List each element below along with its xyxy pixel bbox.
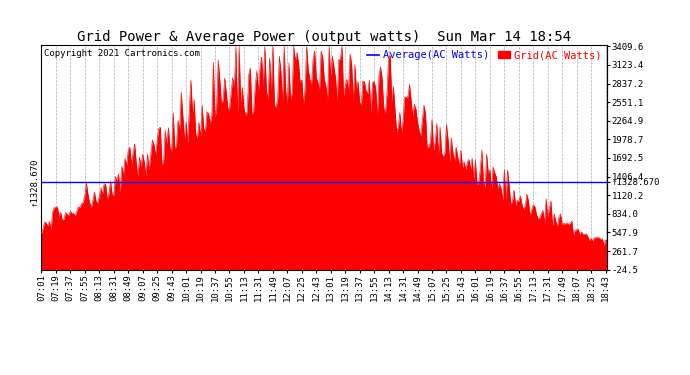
Text: ↑1328.670: ↑1328.670 [30, 158, 39, 206]
Legend: Average(AC Watts), Grid(AC Watts): Average(AC Watts), Grid(AC Watts) [362, 46, 606, 64]
Title: Grid Power & Average Power (output watts)  Sun Mar 14 18:54: Grid Power & Average Power (output watts… [77, 30, 571, 44]
Text: Copyright 2021 Cartronics.com: Copyright 2021 Cartronics.com [44, 50, 200, 58]
